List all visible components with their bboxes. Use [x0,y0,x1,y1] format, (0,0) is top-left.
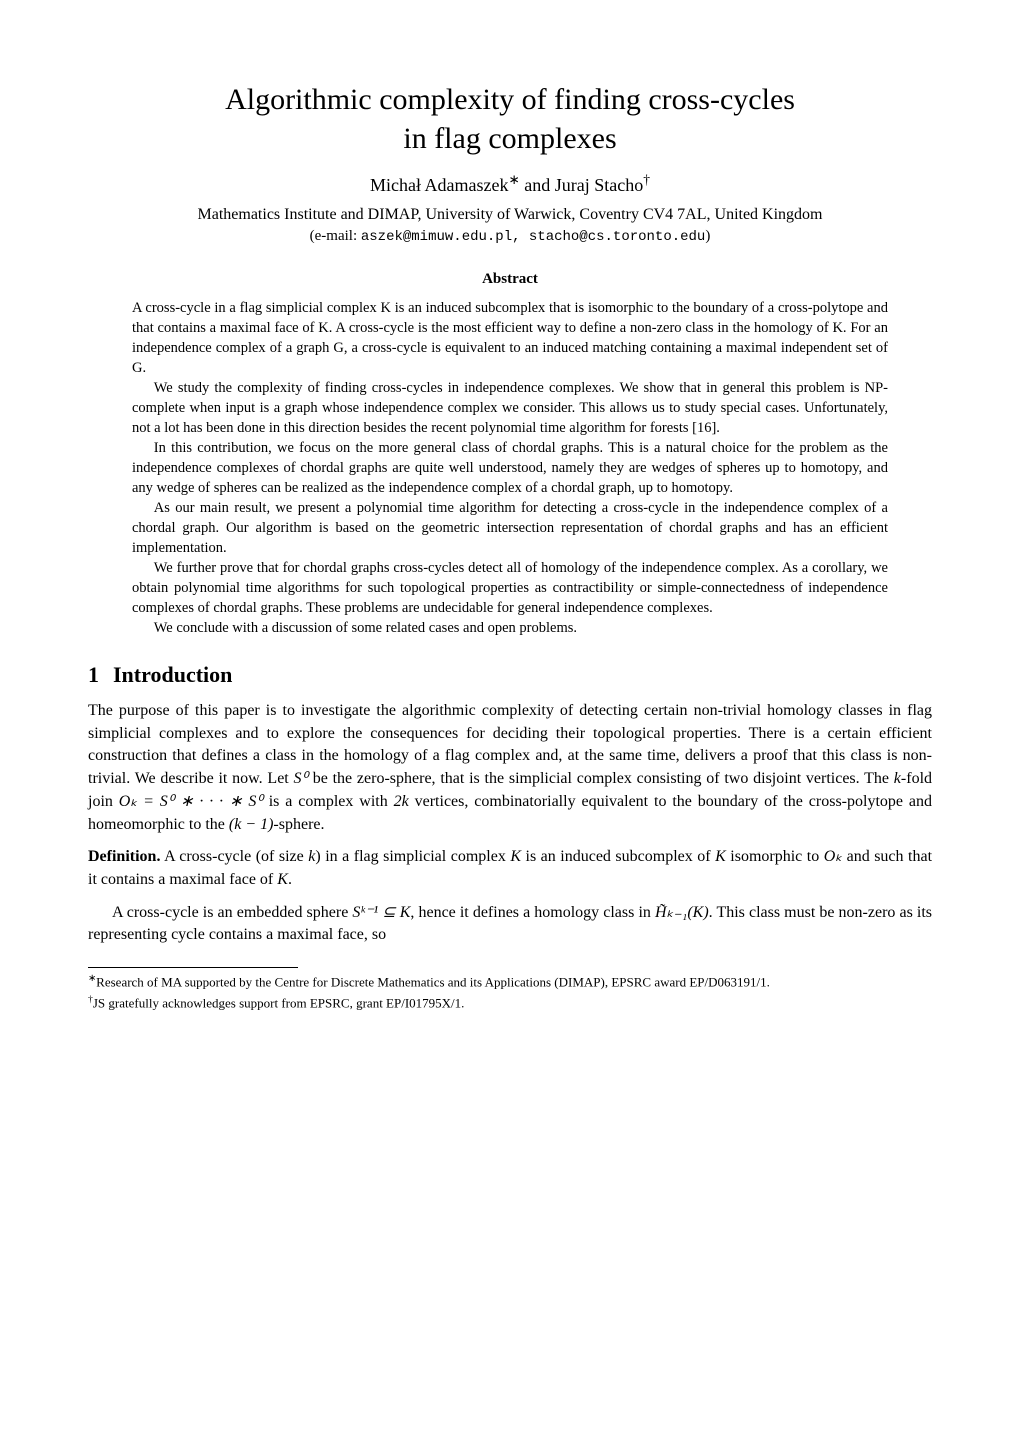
section-1-title: Introduction [113,662,232,687]
emails-line: (e-mail: aszek@mimuw.edu.pl, stacho@cs.t… [88,228,932,245]
footnote-1: ∗Research of MA supported by the Centre … [88,972,932,991]
abstract-p5: We further prove that for chordal graphs… [132,558,888,618]
definition-p: Definition. A cross-cycle (of size k) in… [88,846,932,891]
intro-p1-f: -sphere. [273,816,324,833]
emails-prefix: (e-mail: [310,228,361,244]
author-1-mark: ∗ [508,172,519,187]
abstract-p2: We study the complexity of finding cross… [132,378,888,438]
intro-body: The purpose of this paper is to investig… [88,700,932,836]
abstract-p6: We conclude with a discussion of some re… [132,618,888,638]
emails-suffix: ) [705,228,710,244]
abstract: A cross-cycle in a flag simplicial compl… [132,298,888,638]
emails: aszek@mimuw.edu.pl, stacho@cs.toronto.ed… [361,229,705,245]
authors-line: Michał Adamaszek∗ and Juraj Stacho† [88,172,932,196]
def-f: . [288,871,292,888]
author-1: Michał Adamaszek [370,175,508,195]
after-def-block: A cross-cycle is an embedded sphere Sᵏ⁻¹… [88,902,932,947]
def-a: A cross-cycle (of size [160,848,308,865]
footnote-2: †JS gratefully acknowledges support from… [88,993,932,1012]
math-km1: (k − 1) [229,816,274,833]
section-1-heading: 1 Introduction [88,662,932,688]
intro-p1-d: is a complex with [263,793,394,810]
after-def-p: A cross-cycle is an embedded sphere Sᵏ⁻¹… [88,902,932,947]
ad-skm1: Sᵏ⁻¹ ⊆ K [352,904,410,921]
author-2: Juraj Stacho [555,175,643,195]
def-K2: K [715,848,726,865]
math-k: k [894,770,901,787]
abstract-p4: As our main result, we present a polynom… [132,498,888,558]
def-Ok: Oₖ [824,848,842,865]
abstract-p3: In this contribution, we focus on the mo… [132,438,888,498]
math-s0: S⁰ [294,770,308,787]
definition-label: Definition. [88,848,160,865]
intro-p1-b: be the zero-sphere, that is the simplici… [308,770,894,787]
def-K1: K [510,848,521,865]
paper-title: Algorithmic complexity of finding cross-… [88,80,932,158]
definition-block: Definition. A cross-cycle (of size k) in… [88,846,932,891]
title-line-1: Algorithmic complexity of finding cross-… [225,83,795,116]
ad-a: A cross-cycle is an embedded sphere [112,904,352,921]
ad-hk: H̃ₖ₋₁(K) [655,904,709,921]
affiliation: Mathematics Institute and DIMAP, Univers… [88,206,932,224]
title-line-2: in flag complexes [403,122,616,155]
abstract-p1: A cross-cycle in a flag simplicial compl… [132,298,888,378]
abstract-heading: Abstract [88,271,932,288]
intro-p1: The purpose of this paper is to investig… [88,700,932,836]
def-b: ) in a flag simplicial complex [315,848,510,865]
footnote-1-text: Research of MA supported by the Centre f… [96,975,770,990]
def-K3: K [277,871,288,888]
ad-b: , hence it defines a homology class in [410,904,655,921]
def-d: isomorphic to [726,848,824,865]
section-1-number: 1 [88,662,99,687]
footnote-2-text: JS gratefully acknowledges support from … [93,995,465,1010]
footnote-1-mark: ∗ [88,973,96,984]
author-2-mark: † [643,172,650,187]
math-ok-eq: Oₖ = S⁰ ∗ · · · ∗ S⁰ [119,793,263,810]
math-2k: 2k [394,793,409,810]
and-separator: and [520,175,555,195]
def-c: is an induced subcomplex of [521,848,715,865]
